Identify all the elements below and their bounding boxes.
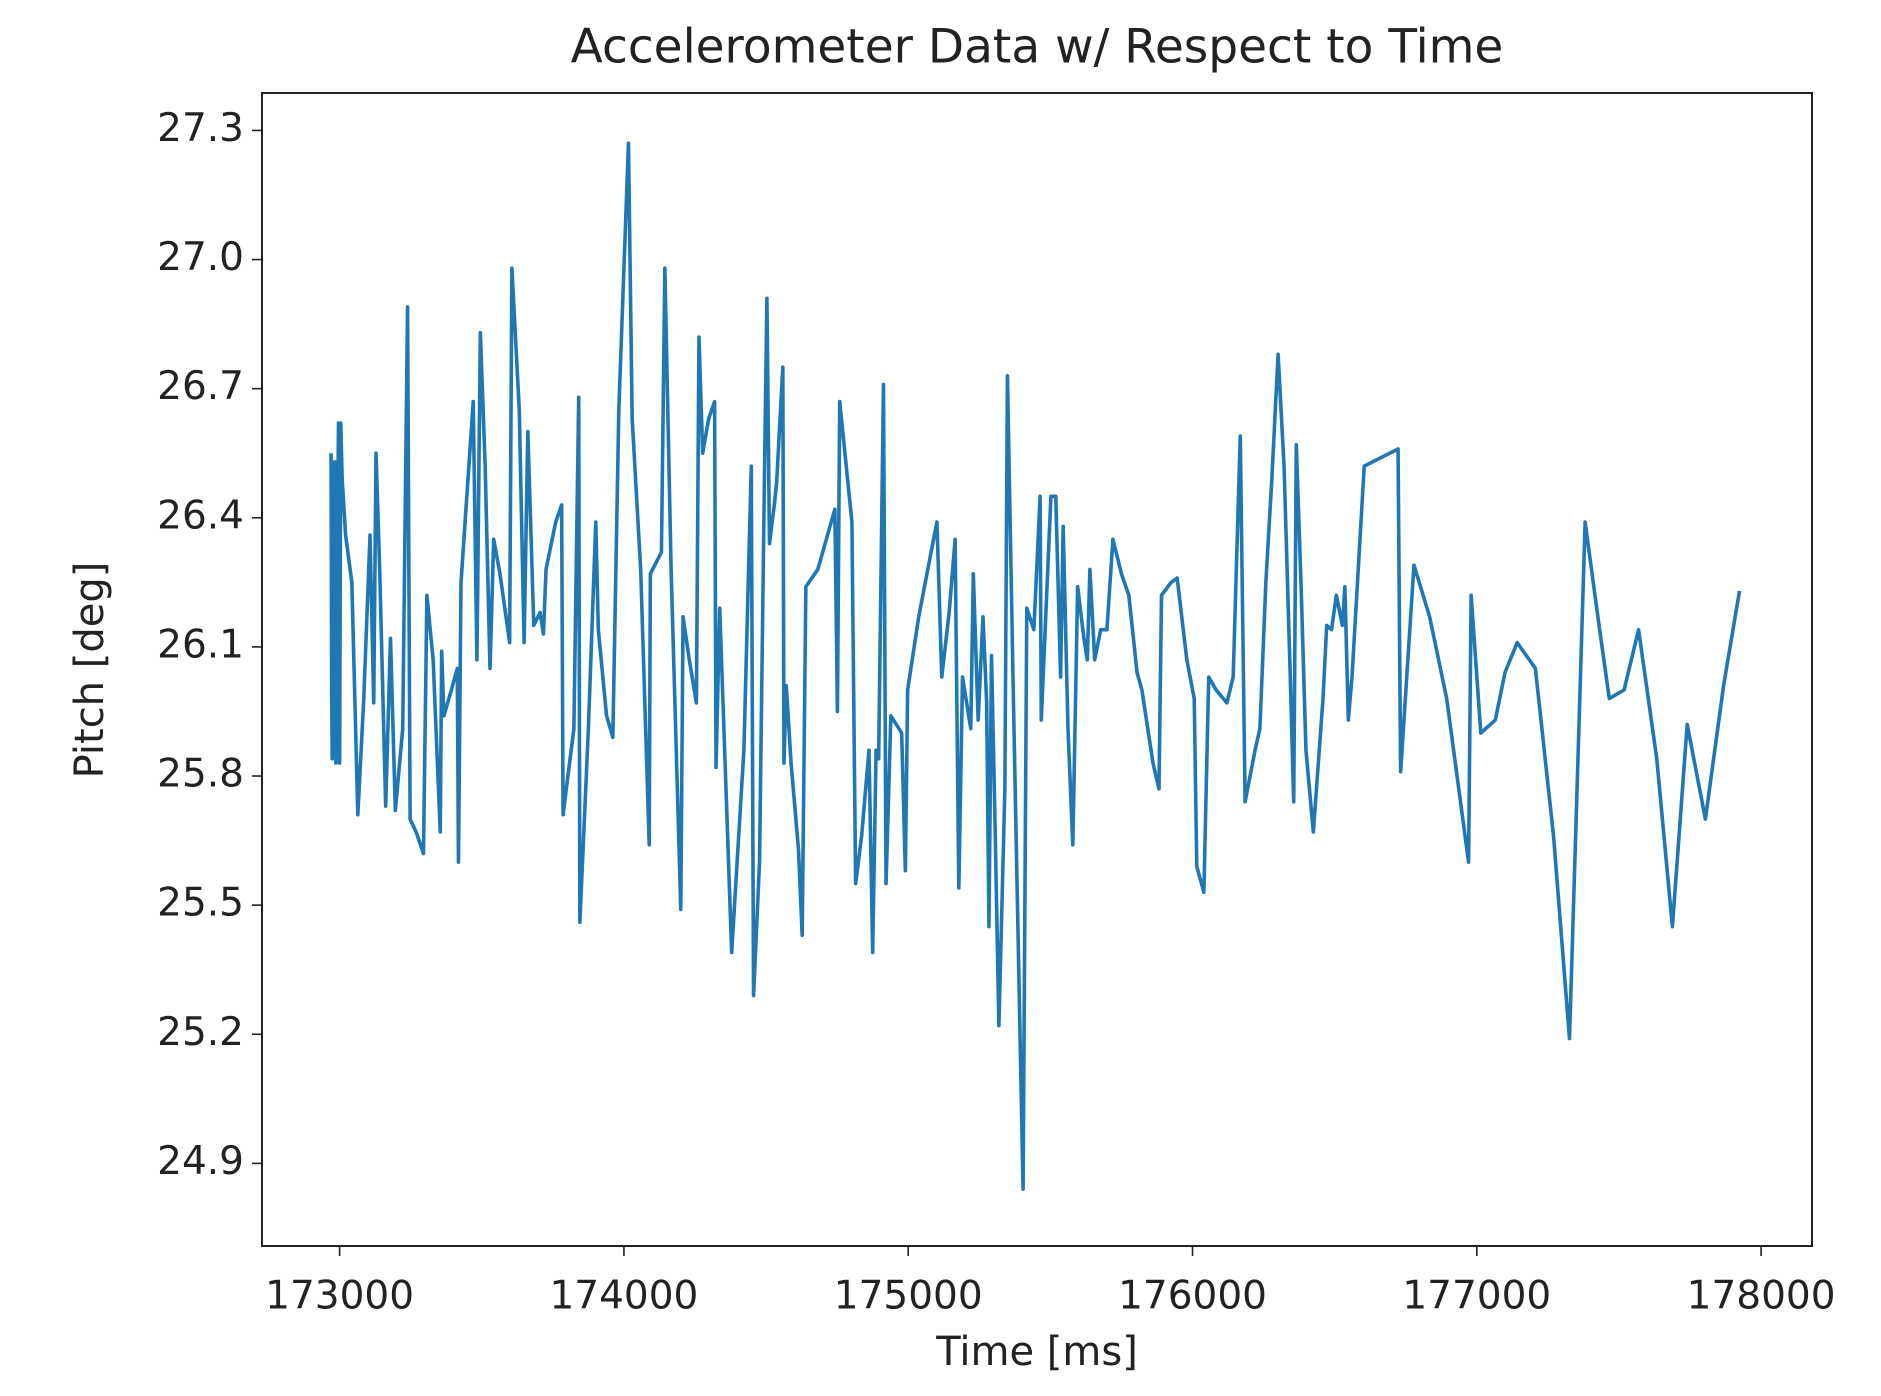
x-tick-label: 175000	[834, 1274, 983, 1319]
y-tick-label: 24.9	[157, 1139, 244, 1184]
y-tick-label: 26.7	[157, 364, 244, 409]
y-tick-label: 27.3	[157, 106, 244, 151]
x-tick-label: 174000	[549, 1274, 698, 1319]
y-axis-label: Pitch [deg]	[67, 562, 113, 779]
y-tick-label: 26.4	[157, 493, 244, 538]
x-tick-label: 177000	[1402, 1274, 1551, 1319]
y-tick-label: 25.2	[157, 1010, 244, 1055]
y-tick-label: 25.5	[157, 881, 244, 926]
x-axis-label: Time [ms]	[935, 1329, 1138, 1375]
chart-title: Accelerometer Data w/ Respect to Time	[571, 20, 1504, 75]
plot-frame	[261, 92, 1813, 1247]
x-tick-label: 178000	[1687, 1274, 1836, 1319]
x-tick-label: 173000	[265, 1274, 414, 1319]
data-line	[329, 141, 1742, 1191]
y-tick-label: 25.8	[157, 752, 244, 797]
y-tick-label: 26.1	[157, 622, 244, 667]
x-tick-label: 176000	[1118, 1274, 1267, 1319]
y-tick-label: 27.0	[157, 235, 244, 280]
